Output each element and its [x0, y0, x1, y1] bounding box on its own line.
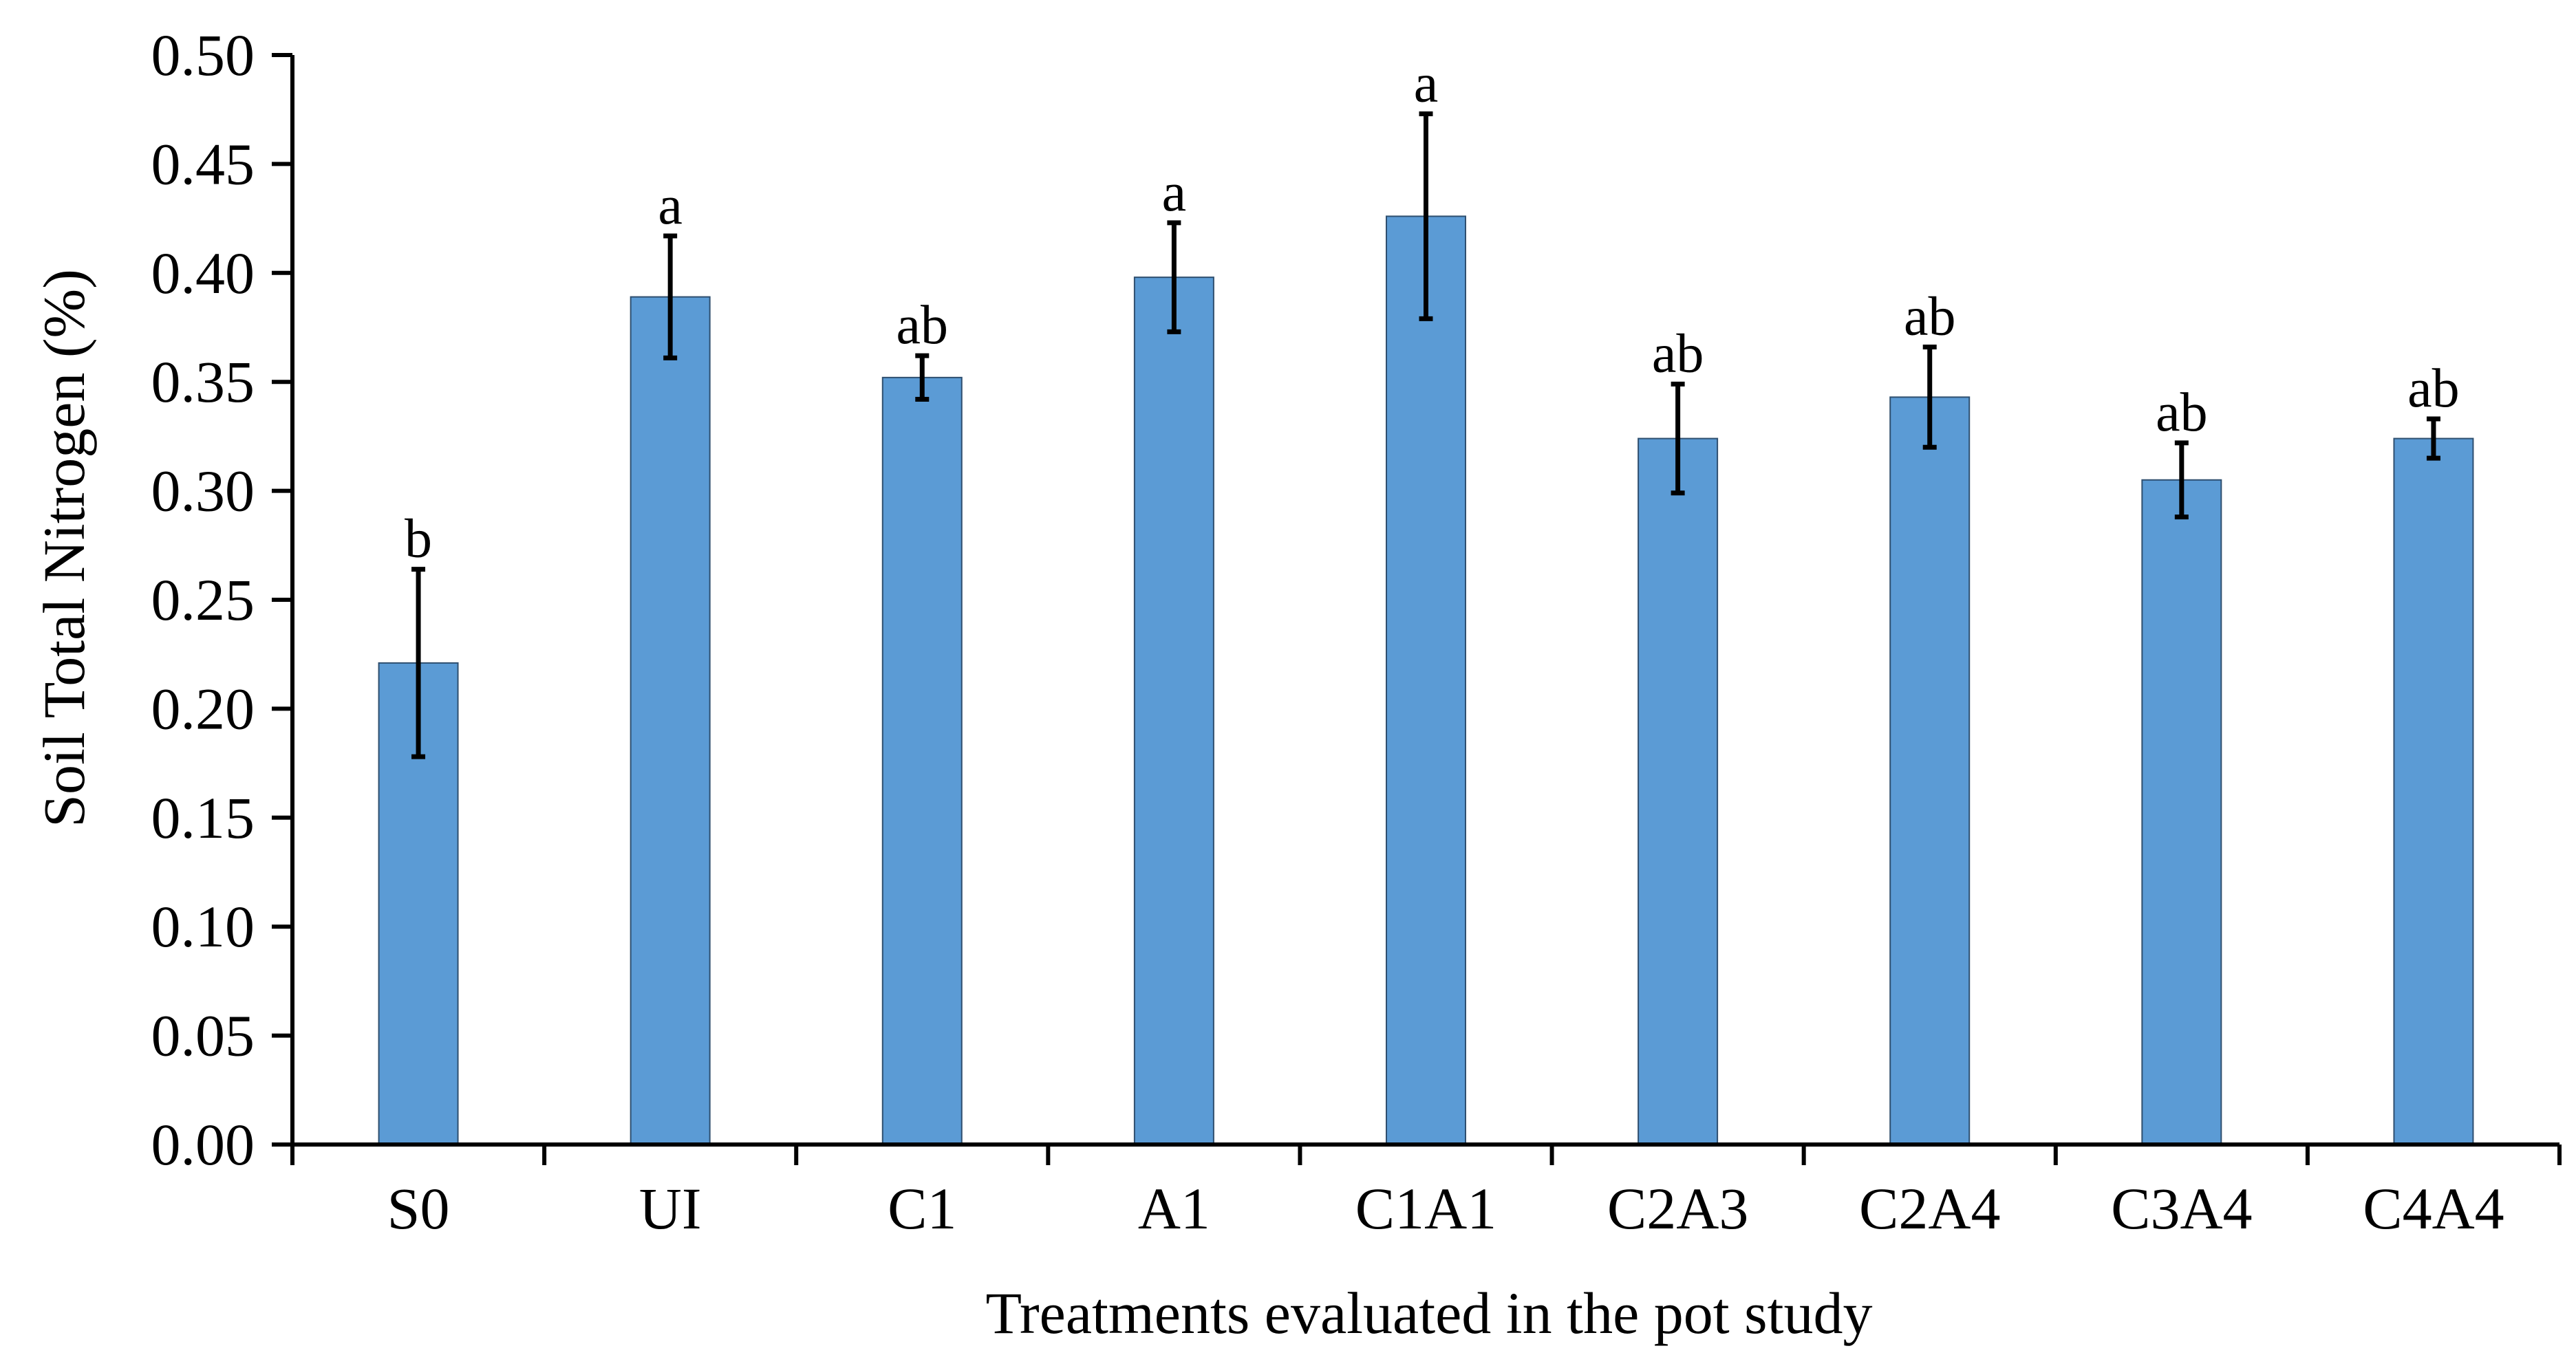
significance-letter-c1a1: a: [1414, 54, 1439, 114]
error-bar-ui: [663, 233, 678, 360]
bar-c1: [881, 376, 963, 1145]
y-tick-label: 0.00: [151, 1112, 255, 1178]
bar-c4a4: [2393, 437, 2474, 1145]
y-tick-label: 0.30: [151, 458, 255, 524]
y-tick-label: 0.15: [151, 785, 255, 851]
y-tick-label: 0.10: [151, 893, 255, 960]
bar-c2a3: [1638, 437, 1719, 1145]
error-bar-c2a3: [1671, 381, 1685, 496]
y-tick-label: 0.50: [151, 22, 255, 88]
x-tick-label-s0: S0: [387, 1175, 450, 1242]
bar-c3a4: [2141, 479, 2222, 1145]
x-tick-label-c2a4: C2A4: [1859, 1175, 2000, 1242]
bar-ui: [630, 296, 711, 1146]
x-tick-label-c4a4: C4A4: [2363, 1175, 2504, 1242]
y-tick-label: 0.05: [151, 1003, 255, 1069]
x-tick-label-c1a1: C1A1: [1355, 1175, 1496, 1242]
significance-letter-c2a4: ab: [1904, 287, 1956, 347]
y-tick-label: 0.35: [151, 349, 255, 415]
x-tick-label-a1: A1: [1138, 1175, 1210, 1242]
y-tick-label: 0.25: [151, 567, 255, 633]
significance-letter-c1: ab: [897, 295, 949, 356]
bar-c2a4: [1889, 396, 1971, 1145]
significance-letter-s0: b: [405, 509, 432, 570]
significance-letter-c4a4: ab: [2407, 358, 2460, 419]
error-bars-layer: [411, 111, 2440, 759]
y-tick-label: 0.45: [151, 131, 255, 197]
significance-letter-ui: a: [658, 175, 683, 236]
error-bar-a1: [1167, 220, 1181, 334]
error-bar-c4a4: [2426, 416, 2440, 461]
error-bar-c1a1: [1419, 111, 1433, 321]
x-tick-label-c1: C1: [888, 1175, 956, 1242]
error-bar-c2a4: [1922, 345, 1937, 450]
x-tick-label-c3a4: C3A4: [2111, 1175, 2252, 1242]
labels-layer: b S0 a UI ab C1 a A1 a C1A1 ab C2A3 ab C2A4 ab C3A4 ab C4…: [151, 22, 2504, 1242]
x-tick-label-ui: UI: [639, 1175, 702, 1242]
error-bar-c1: [915, 353, 930, 402]
x-axis-title: Treatments evaluated in the pot study: [986, 1280, 1873, 1346]
significance-letter-c3a4: ab: [2156, 382, 2208, 443]
y-tick-label: 0.20: [151, 675, 255, 741]
error-bar-s0: [411, 567, 426, 759]
x-tick-label-c2a3: C2A3: [1607, 1175, 1748, 1242]
bar-c1a1: [1386, 215, 1466, 1145]
y-tick-label: 0.40: [151, 240, 255, 306]
significance-letter-a1: a: [1162, 162, 1187, 223]
axes-layer: [272, 53, 2562, 1165]
bar-a1: [1133, 277, 1214, 1145]
bars-layer: [378, 215, 2474, 1146]
y-axis-title: Soil Total Nitrogen (%): [31, 269, 97, 827]
error-bar-c3a4: [2174, 440, 2189, 520]
significance-letter-c2a3: ab: [1652, 323, 1704, 384]
